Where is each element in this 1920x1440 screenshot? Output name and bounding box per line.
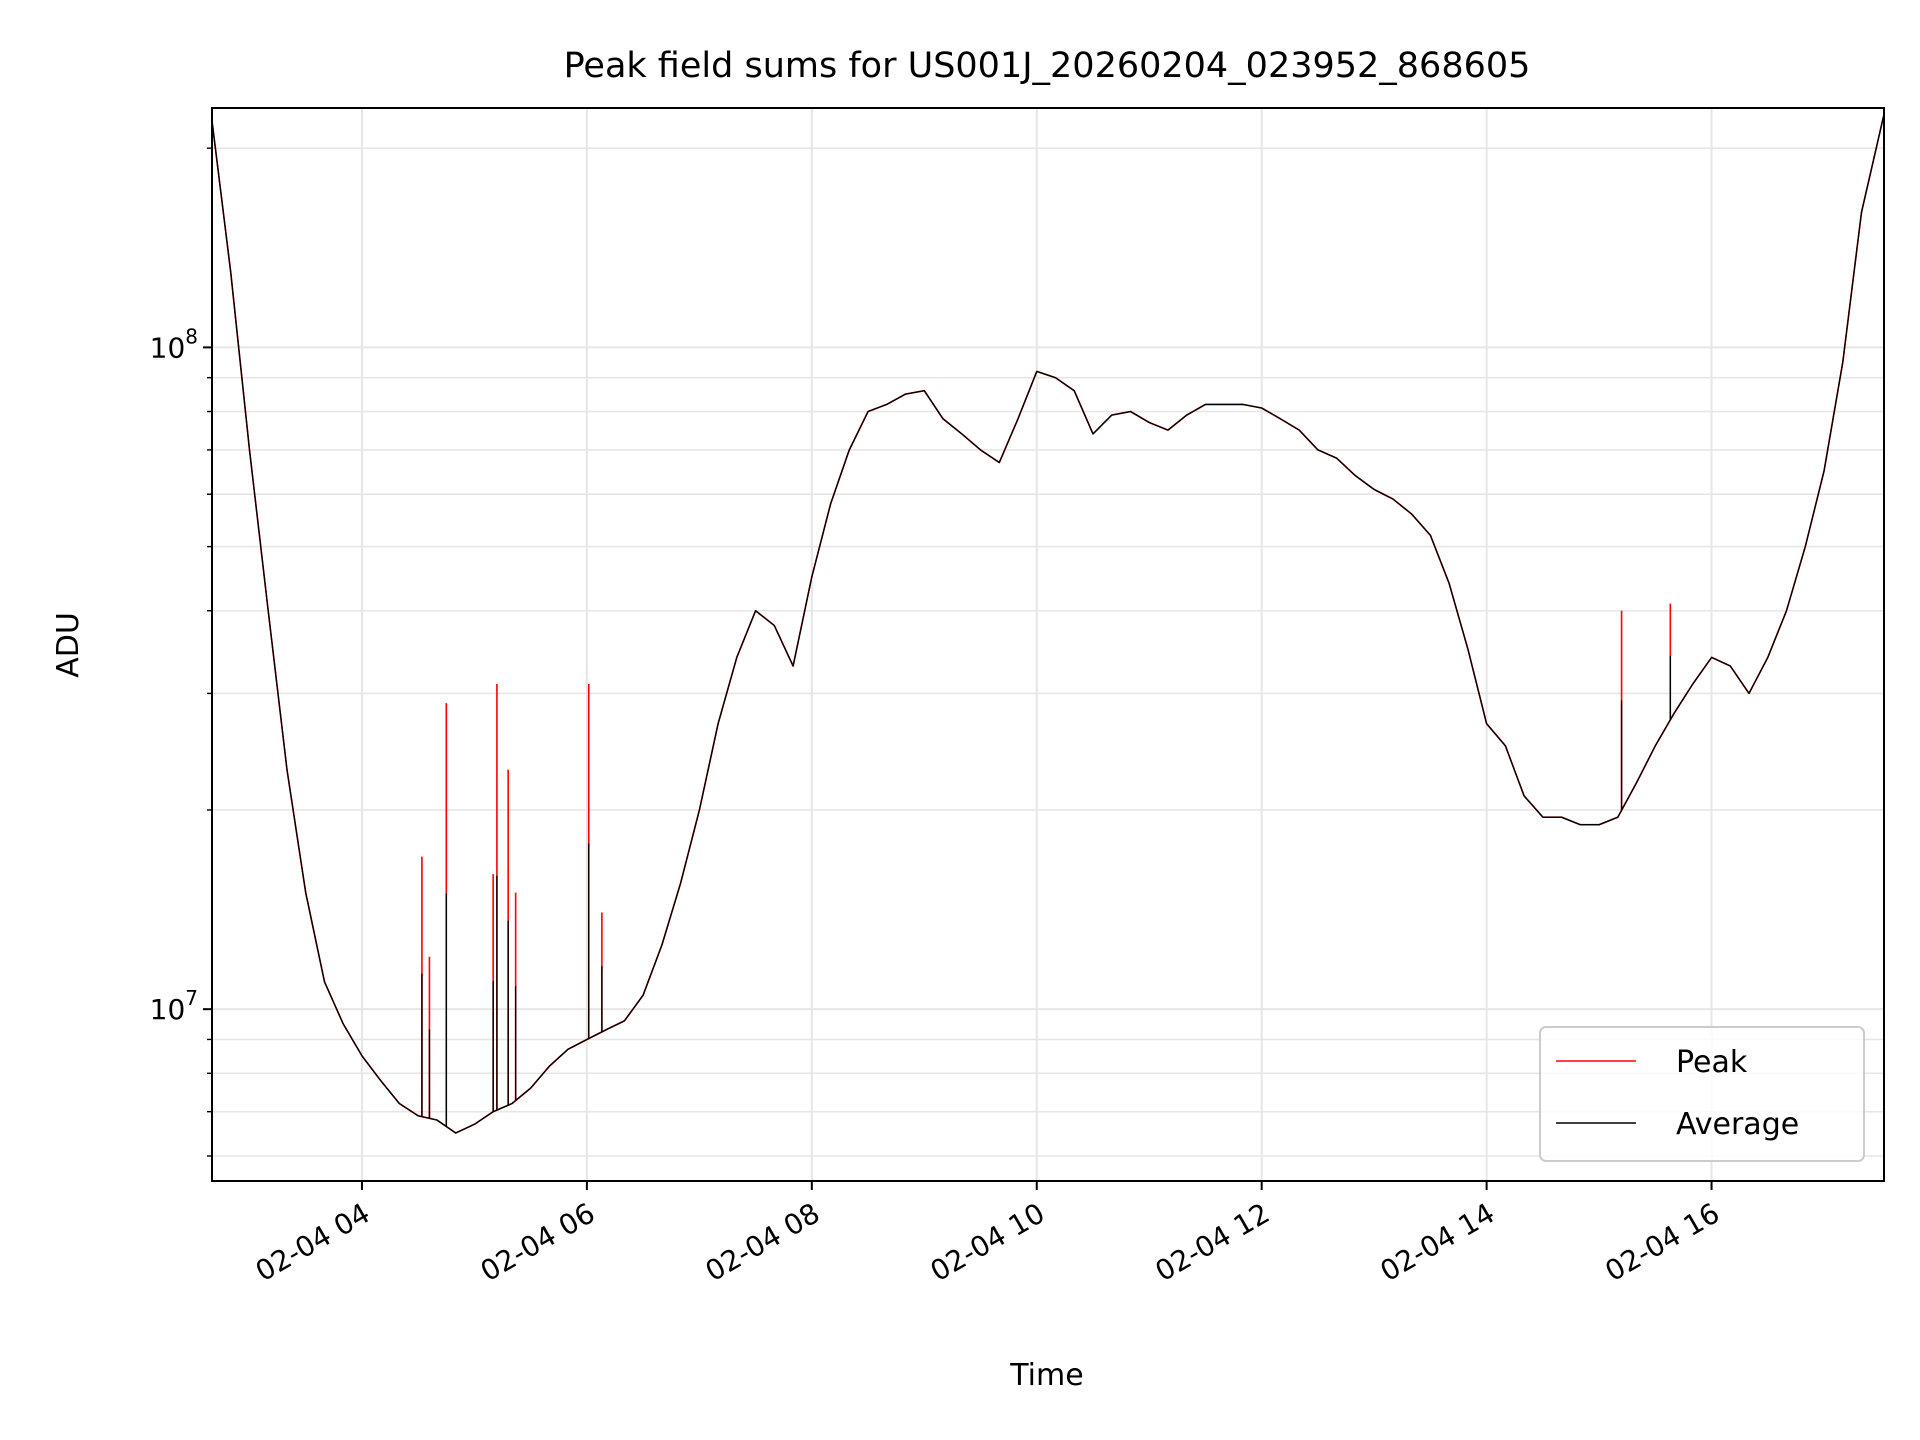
series-layer	[211, 114, 1885, 1134]
legend-label: Peak	[1676, 1045, 1748, 1080]
legend-label: Average	[1676, 1107, 1799, 1142]
y-tick-label-base: 10	[150, 993, 186, 1026]
y-tick-label-exponent: 8	[185, 324, 198, 348]
plot-frame	[211, 107, 1885, 1182]
average-series-line	[211, 114, 1885, 1134]
grid	[212, 108, 1884, 1181]
y-tick-label: 107	[150, 986, 198, 1026]
y-tick-label-base: 10	[150, 331, 186, 364]
y-tick-label: 108	[150, 324, 198, 364]
y-axis-label: ADU	[51, 612, 86, 678]
y-tick-label-exponent: 7	[185, 986, 198, 1010]
x-axis-label: Time	[1009, 1358, 1083, 1393]
chart-title: Peak field sums for US001J_20260204_0239…	[564, 46, 1531, 86]
legend: Peak Average	[1539, 1026, 1865, 1162]
